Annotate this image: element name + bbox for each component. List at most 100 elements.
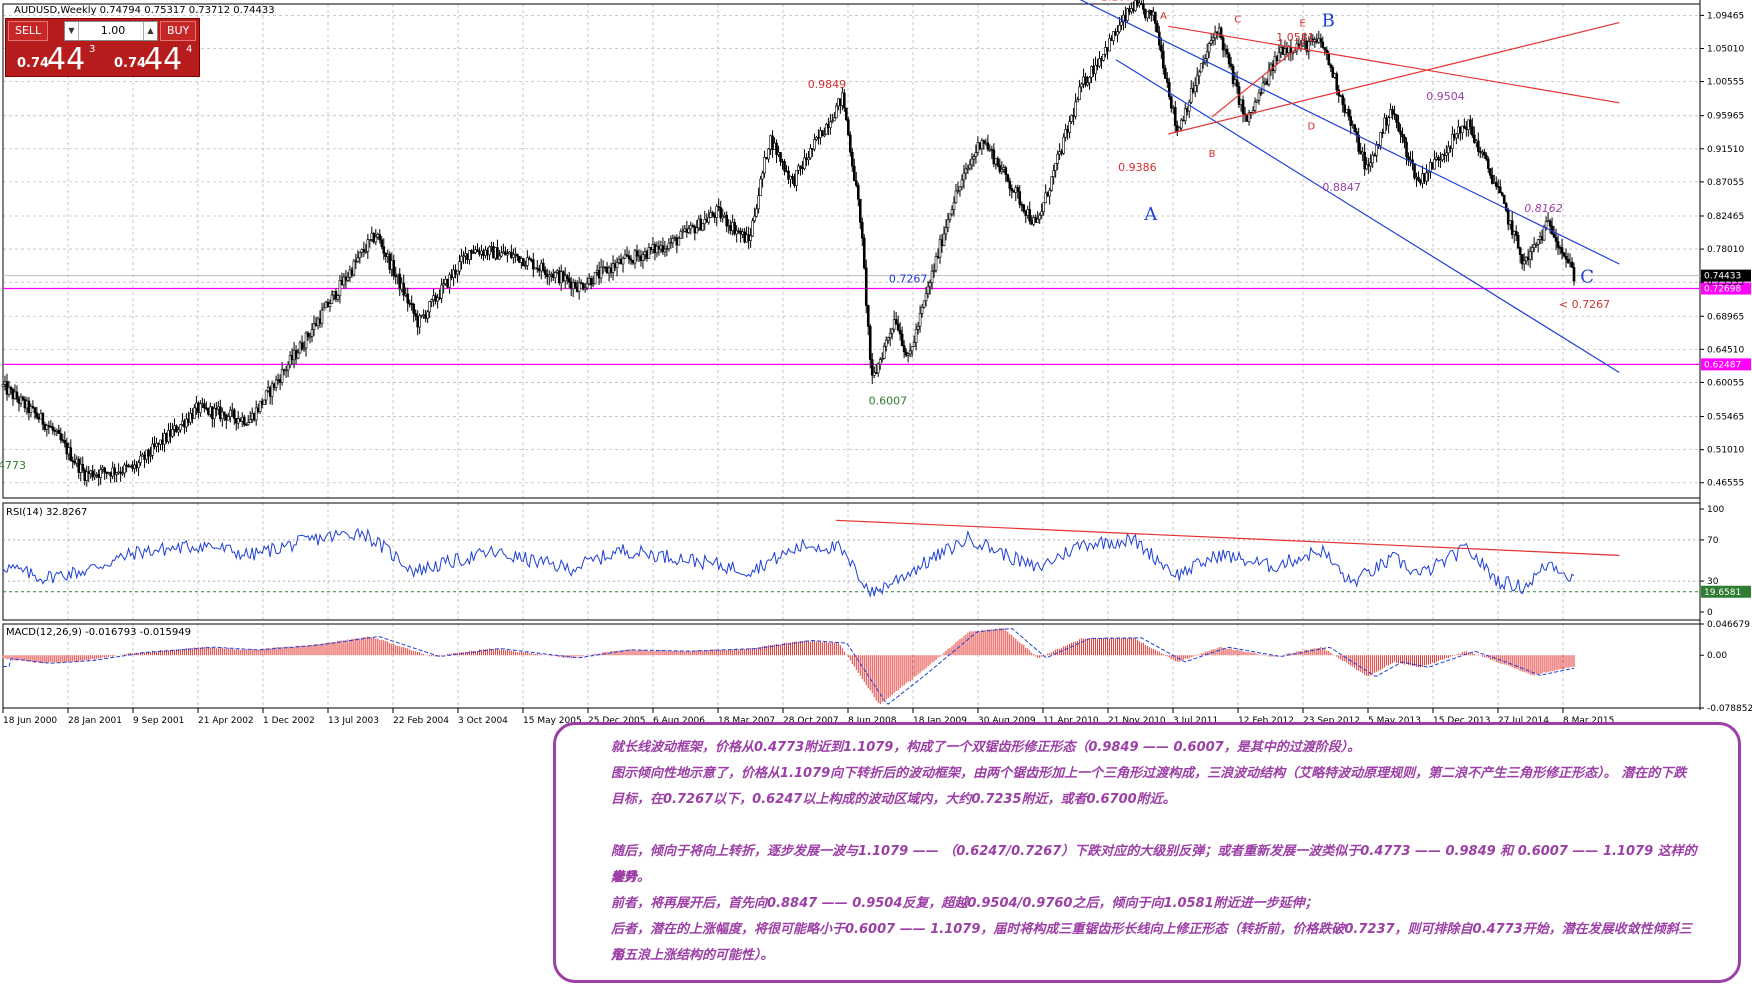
- candle-body: [394, 275, 398, 277]
- candle-body: [1167, 82, 1171, 98]
- candle-body: [29, 406, 33, 413]
- candle-body: [496, 247, 499, 260]
- candle-body: [1494, 182, 1498, 187]
- candle-body: [115, 472, 118, 475]
- candle-body: [833, 117, 836, 122]
- buy-quote[interactable]: 0.74 44 4: [104, 42, 198, 77]
- candle-body: [880, 358, 884, 360]
- candle-body: [488, 246, 491, 256]
- candle-body: [667, 242, 671, 249]
- candle-body: [661, 245, 665, 253]
- note-line: 形五浪上涨结构的可能性）。: [611, 948, 774, 963]
- candle-body: [795, 170, 798, 186]
- wave-label: 0.9849: [808, 78, 847, 91]
- candle-body: [470, 250, 473, 254]
- candle-body: [274, 379, 278, 388]
- candle-body: [203, 403, 206, 409]
- triangle-upper: [1168, 25, 1620, 104]
- candle-body: [910, 346, 914, 352]
- candle-body: [320, 309, 324, 324]
- candle-body: [990, 148, 994, 151]
- candle-body: [856, 184, 860, 200]
- candle-body: [942, 233, 946, 246]
- candle-body: [691, 225, 695, 227]
- candle-body: [175, 425, 178, 433]
- candle-body: [414, 313, 417, 317]
- candle-body: [1219, 27, 1223, 39]
- note-line: 就长线波动框架，价格从0.4773附近到1.1079，构成了一个双锯齿形修正形态…: [611, 740, 1361, 755]
- sell-button[interactable]: SELL: [8, 21, 49, 41]
- channel-lower: [1115, 59, 1620, 373]
- candle-body: [1207, 43, 1211, 53]
- candle-body: [119, 471, 122, 474]
- candle-body: [1510, 220, 1514, 235]
- candle-body: [59, 433, 63, 441]
- candle-body: [382, 246, 386, 254]
- candle-body: [1455, 133, 1458, 139]
- candle-body: [543, 269, 547, 275]
- candle-body: [296, 352, 300, 359]
- candle-body: [1566, 258, 1570, 263]
- candle-body: [974, 152, 978, 157]
- candle-body: [1042, 202, 1045, 212]
- candle-body: [835, 105, 838, 119]
- lot-size-value[interactable]: 1.00: [100, 24, 126, 37]
- wave-label: 0.9504: [1426, 90, 1465, 103]
- candle-body: [1307, 41, 1311, 52]
- buy-price-big: 44: [144, 42, 183, 77]
- candle-body: [992, 149, 996, 165]
- candle-body: [980, 140, 984, 150]
- rsi-tick-label: 0: [1707, 608, 1713, 618]
- candle-body: [1562, 252, 1566, 257]
- candle-body: [516, 253, 519, 257]
- candle-body: [735, 230, 738, 235]
- wave-label: 1.1079: [1101, 0, 1140, 3]
- y-tick-label: 0.60055: [1707, 378, 1744, 388]
- candle-body: [1126, 8, 1129, 22]
- candle-body: [1441, 154, 1444, 161]
- lot-size-stepper[interactable]: ▼ 1.00 ▲: [64, 21, 158, 41]
- candle-body: [9, 387, 13, 390]
- lot-decrease-icon[interactable]: ▼: [65, 22, 79, 40]
- candle-body: [1064, 129, 1067, 138]
- candle-body: [1522, 260, 1526, 265]
- candle-body: [938, 239, 942, 258]
- candle-body: [831, 120, 834, 123]
- candle-body: [583, 287, 587, 290]
- candle-body: [1078, 86, 1081, 100]
- wave-label: D: [1308, 122, 1316, 133]
- candle-body: [1088, 76, 1091, 84]
- candle-body: [1221, 37, 1225, 51]
- candle-body: [599, 266, 603, 279]
- candle-body: [1108, 37, 1111, 52]
- candle-body: [334, 291, 338, 300]
- candle-body: [1542, 226, 1546, 241]
- candle-body: [864, 267, 868, 306]
- candle-body: [1365, 164, 1368, 170]
- candle-body: [306, 332, 310, 338]
- candle-body: [1391, 109, 1394, 115]
- candle-body: [1195, 75, 1199, 86]
- candle-body: [585, 283, 589, 289]
- candle-body: [954, 190, 958, 204]
- candle-body: [1502, 195, 1506, 204]
- candle-body: [775, 142, 778, 155]
- candle-body: [458, 261, 461, 272]
- candle-body: [213, 408, 216, 419]
- note-line: 目标，在0.7267以下，0.6247以上构成的波动区域内，大约0.7235附近…: [611, 792, 1176, 807]
- candle-body: [462, 255, 465, 258]
- candle-body: [886, 337, 890, 341]
- sell-quote[interactable]: 0.74 44 3: [7, 42, 101, 77]
- sell-price-prefix: 0.74: [17, 56, 50, 71]
- rsi-label: RSI(14) 32.8267: [6, 507, 87, 518]
- candle-body: [890, 328, 894, 334]
- candle-body: [621, 257, 625, 265]
- buy-button[interactable]: BUY: [160, 21, 197, 41]
- candle-body: [1477, 140, 1480, 152]
- candle-body: [1439, 159, 1442, 162]
- candle-body: [1564, 255, 1568, 260]
- candle-body: [1349, 116, 1353, 126]
- lot-increase-icon[interactable]: ▲: [143, 22, 157, 40]
- candle-body: [695, 227, 699, 234]
- candle-body: [7, 387, 11, 395]
